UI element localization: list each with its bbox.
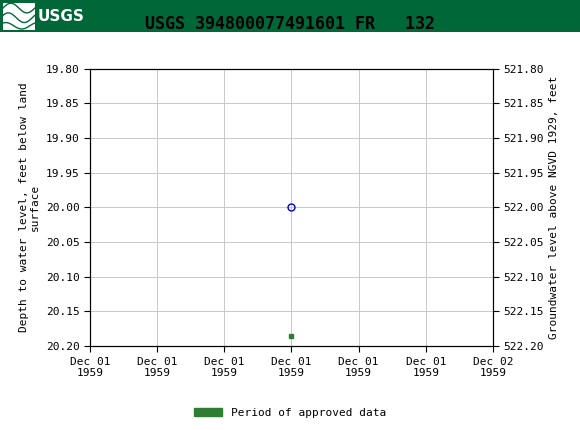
Y-axis label: Depth to water level, feet below land
surface: Depth to water level, feet below land su…	[19, 83, 40, 332]
Text: USGS 394800077491601 FR   132: USGS 394800077491601 FR 132	[145, 15, 435, 33]
Y-axis label: Groundwater level above NGVD 1929, feet: Groundwater level above NGVD 1929, feet	[549, 76, 560, 339]
Text: USGS: USGS	[38, 9, 85, 24]
Bar	[3, 3, 35, 30]
Legend: Period of approved data: Period of approved data	[190, 403, 390, 422]
